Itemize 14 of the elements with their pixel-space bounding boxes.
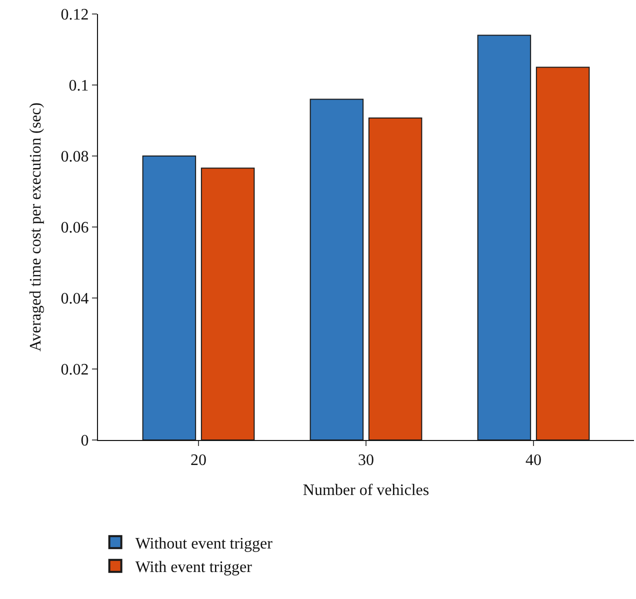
y-axis-title: Averaged time cost per execution (sec) xyxy=(28,102,45,352)
x-tick-label: 20 xyxy=(190,452,206,470)
y-tick-label: 0.12 xyxy=(60,6,89,24)
y-tick-label: 0 xyxy=(80,432,89,450)
x-axis-title: Number of vehicles xyxy=(302,482,430,499)
y-tick-label: 0.02 xyxy=(60,362,89,379)
y-tick-label: 0.08 xyxy=(60,148,89,166)
y-tick-label: 0.04 xyxy=(60,290,89,308)
legend-label: With event trigger xyxy=(135,559,253,576)
y-tick-label: 0.1 xyxy=(68,78,89,95)
legend-label: Without event trigger xyxy=(135,535,274,552)
x-tick-label: 30 xyxy=(358,452,374,470)
y-tick-label: 0.06 xyxy=(60,220,89,237)
x-tick-label: 40 xyxy=(526,452,542,470)
